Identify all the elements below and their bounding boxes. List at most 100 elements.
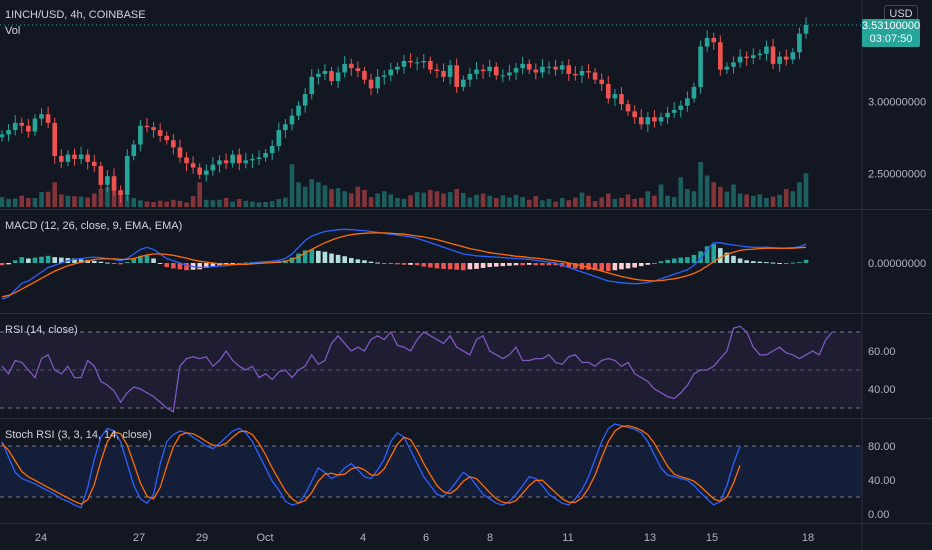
macd-histogram-bar — [744, 260, 749, 263]
volume-bar — [507, 197, 512, 207]
volume-bar — [777, 194, 782, 207]
volume-bar — [711, 182, 717, 207]
macd-histogram-bar — [757, 261, 763, 263]
volume-bar — [764, 198, 769, 207]
volume-bar — [513, 194, 519, 207]
volume-bar — [322, 185, 328, 207]
volume-bar — [698, 162, 703, 207]
macd-histogram-bar — [467, 263, 473, 270]
volume-bar — [32, 198, 38, 207]
time-tick-label: 11 — [562, 532, 573, 544]
volume-bar — [461, 193, 466, 207]
macd-histogram-bar — [691, 254, 697, 263]
candle-body — [45, 114, 51, 123]
candle-body — [573, 73, 578, 76]
volume-bar — [250, 201, 255, 207]
volume-label[interactable]: Vol — [5, 25, 21, 37]
macd-histogram-bar — [665, 259, 670, 263]
macd-histogram-bar — [368, 261, 374, 263]
candle-body — [671, 109, 677, 113]
macd-histogram-bar — [605, 263, 611, 272]
candle-body — [625, 104, 631, 112]
macd-histogram-bar — [645, 263, 651, 265]
candle-body — [203, 170, 209, 175]
candle-body — [790, 52, 796, 60]
candle-body — [217, 160, 222, 165]
candle-body — [283, 124, 288, 131]
macd-histogram-bar — [131, 258, 137, 263]
volume-bar — [434, 191, 440, 207]
macd-label[interactable]: MACD (12, 26, close, 9, EMA, EMA) — [5, 220, 183, 232]
macd-histogram-bar — [26, 258, 31, 263]
stoch-d-line — [1, 425, 741, 505]
macd-histogram-bar — [790, 262, 796, 264]
candle-body — [507, 72, 512, 76]
macd-histogram-bar — [770, 262, 776, 264]
volume-bar — [474, 194, 479, 207]
candle-body — [12, 122, 18, 131]
volume-bar — [309, 179, 315, 207]
macd-histogram-bar — [573, 263, 578, 269]
macd-histogram-bar — [507, 263, 512, 266]
candle-body — [421, 60, 427, 63]
macd-histogram-bar — [381, 263, 387, 264]
macd-histogram-bar — [421, 263, 427, 267]
volume-bar — [388, 194, 394, 207]
volume-bar — [217, 199, 222, 207]
rsi-label[interactable]: RSI (14, close) — [5, 324, 78, 336]
candle-body — [124, 156, 130, 195]
volume-bar — [316, 182, 321, 207]
candle-body — [144, 125, 150, 128]
candle-body — [395, 66, 400, 70]
candlesticks — [0, 17, 809, 203]
candle-body — [322, 71, 328, 74]
macd-histogram-bar — [493, 263, 499, 267]
macd-histogram-bar — [302, 250, 308, 263]
currency-button[interactable]: USD — [884, 5, 918, 23]
price-tick-label: 2.50000000 — [868, 168, 926, 180]
time-tick-label: 13 — [644, 532, 656, 544]
volume-bar — [526, 199, 532, 207]
macd-histogram-bar — [632, 263, 637, 268]
macd-histogram-bar — [144, 255, 150, 263]
volume-bar — [342, 191, 347, 207]
stoch-rsi-label[interactable]: Stoch RSI (3, 3, 14, 14, close) — [5, 429, 152, 441]
volume-bar — [599, 197, 605, 207]
price-tick-label: 3.00000000 — [868, 96, 926, 108]
candle-body — [474, 69, 479, 74]
macd-histogram-bar — [322, 251, 328, 263]
time-tick-label: 27 — [133, 532, 145, 544]
volume-bar — [737, 193, 743, 207]
volume-bar — [803, 173, 809, 207]
macd-histogram-bar — [566, 263, 572, 268]
candle-body — [111, 176, 117, 191]
macd-histogram-bar — [118, 263, 123, 265]
macd-histogram-bar — [375, 262, 380, 264]
macd-histogram-bar — [731, 255, 736, 263]
volume-bar — [269, 201, 275, 207]
candle-body — [72, 154, 77, 159]
macd-histogram-bar — [474, 263, 479, 269]
candle-body — [368, 79, 374, 89]
volume-bar — [750, 195, 756, 207]
volume-bar — [638, 198, 644, 207]
candle-body — [39, 114, 44, 119]
volume-bar — [381, 191, 387, 207]
symbol-title[interactable]: 1INCH/USD, 4h, COINBASE — [5, 9, 146, 21]
volume-bar — [500, 195, 506, 207]
candle-body — [230, 154, 235, 164]
volume-bar — [685, 189, 690, 207]
candle-body — [540, 66, 545, 73]
volume-bar — [302, 186, 308, 207]
candle-body — [177, 147, 183, 158]
volume-bar — [289, 164, 295, 207]
candle-body — [500, 75, 506, 77]
volume-bar — [573, 197, 578, 207]
volume-bar — [236, 198, 242, 207]
candle-body — [236, 154, 242, 164]
volume-bar — [691, 191, 697, 207]
macd-histogram-bar — [546, 263, 552, 266]
volume-bar — [59, 194, 64, 207]
volume-bar — [210, 200, 216, 207]
